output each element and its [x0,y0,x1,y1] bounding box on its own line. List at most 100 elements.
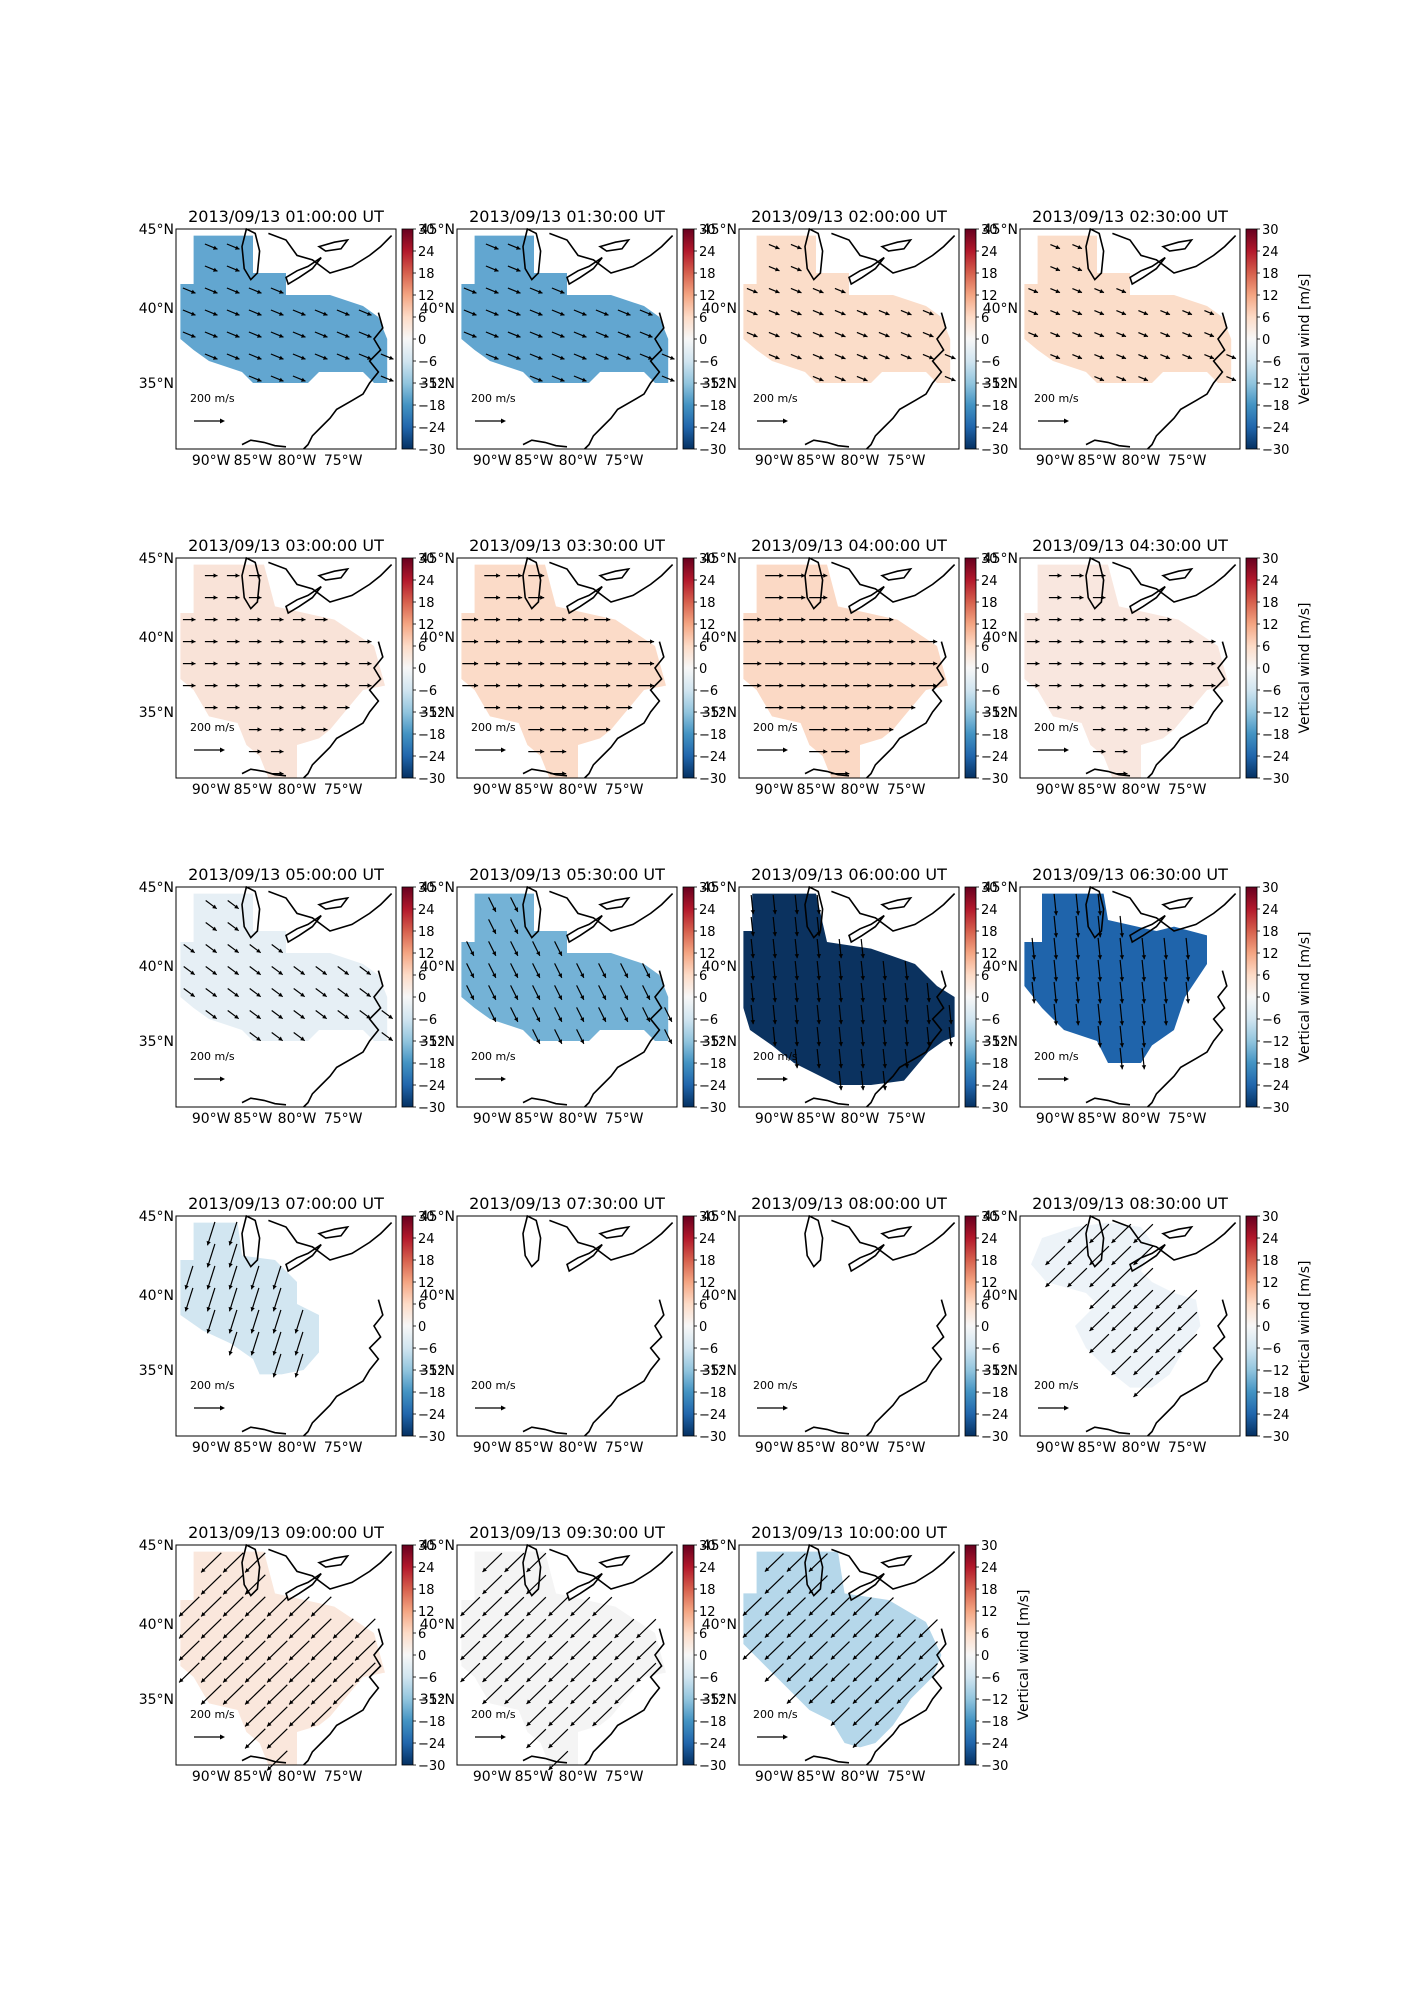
lon-tick-label: 75°W [324,1111,363,1127]
lat-tick-label: 35°N [420,1363,455,1379]
colorbar-tick-label: −6 [699,1342,718,1357]
lon-tick-label: 75°W [324,453,363,469]
colorbar-tick-label: −6 [1262,1013,1281,1028]
colorbar-tick-label: 12 [1262,289,1279,304]
colorbar-tick-label: 0 [1262,1320,1270,1335]
colorbar-tick-label: 12 [699,618,716,633]
colorbar-tick-label: 6 [699,640,707,655]
wind-region [461,1551,666,1765]
lat-tick-label: 35°N [420,1692,455,1708]
reference-arrow-head [1064,1076,1069,1082]
lon-tick-label: 85°W [1078,1440,1117,1456]
lat-tick-label: 45°N [702,880,737,896]
colorbar-tick-label: 6 [699,1298,707,1313]
lon-tick-label: 75°W [605,453,644,469]
colorbar-tick-label: 24 [1262,1232,1279,1247]
map-panel: 2013/09/13 10:00:00 UT 200 m/s 90°W 85°W 80°… [702,1523,1032,1785]
colorbar-tick-label: −12 [981,377,1008,392]
colorbar-tick-label: 30 [1262,881,1279,896]
lat-tick-label: 35°N [702,376,737,392]
colorbar [401,1215,414,1437]
colorbar-tick-label: 24 [981,574,998,589]
reference-arrow-head [220,418,225,424]
wind-region [180,1222,319,1375]
colorbar-tick-label: −30 [418,443,445,458]
lon-tick-label: 85°W [515,782,554,798]
panel-title: 2013/09/13 01:30:00 UT [469,207,665,226]
colorbar-tick-label: −18 [1262,1386,1289,1401]
lon-tick-label: 75°W [1168,1440,1207,1456]
lon-tick-label: 80°W [559,1111,598,1127]
colorbar-tick-label: 24 [699,1232,716,1247]
map-frame [456,886,678,1108]
lon-tick-label: 90°W [192,1769,231,1785]
map-frame [738,886,960,1108]
wind-vectors [184,1221,304,1378]
panel-title: 2013/09/13 07:00:00 UT [188,1194,384,1213]
coastline [522,227,674,450]
colorbar-tick-label: −24 [699,1079,726,1094]
colorbar-tick-label: −24 [1262,1079,1289,1094]
lat-tick-label: 45°N [420,551,455,567]
lat-tick-label: 45°N [420,880,455,896]
lon-tick-label: 75°W [887,1440,926,1456]
colorbar-tick-label: 6 [418,1627,426,1642]
colorbar-tick-label: −24 [699,1737,726,1752]
lon-tick-label: 80°W [278,1111,317,1127]
colorbar-tick-label: 30 [418,1539,435,1554]
lon-tick-label: 80°W [278,782,317,798]
map-panel: 2013/09/13 03:30:00 UT 200 m/s 90°W 85°W 80°… [420,536,727,798]
colorbar-tick-label: −30 [699,772,726,787]
lon-tick-label: 80°W [841,1769,880,1785]
map-frame [1019,557,1241,779]
colorbar-tick-label: −18 [418,399,445,414]
colorbar-tick-label: −6 [981,1342,1000,1357]
colorbar-tick-label: −24 [418,1079,445,1094]
colorbar-tick-label: −6 [418,355,437,370]
wind-region [461,564,666,778]
lat-tick-label: 40°N [420,630,455,646]
colorbar-tick-label: −24 [1262,1408,1289,1423]
colorbar-tick-label: −30 [699,443,726,458]
colorbar-tick-label: 30 [699,223,716,238]
colorbar-tick-label: 30 [699,1539,716,1554]
colorbar-tick-label: 12 [699,1276,716,1291]
colorbar-tick-label: 12 [699,1605,716,1620]
colorbar-tick-label: 30 [981,552,998,567]
colorbar-tick-label: −24 [981,750,1008,765]
colorbar-tick-label: −6 [1262,1342,1281,1357]
lon-tick-label: 80°W [278,453,317,469]
colorbar-tick-label: −12 [1262,1364,1289,1379]
colorbar-tick-label: 6 [418,1298,426,1313]
lon-tick-label: 90°W [192,782,231,798]
colorbar-tick-label: 0 [981,991,989,1006]
lat-tick-label: 45°N [139,222,174,238]
lon-tick-label: 90°W [473,1111,512,1127]
colorbar-tick-label: 0 [699,1649,707,1664]
map-panel: 2013/09/13 08:00:00 UT 200 m/s 90°W 85°W 80°… [702,1194,1009,1456]
lat-tick-label: 40°N [702,1288,737,1304]
colorbar-tick-label: 18 [418,1254,435,1269]
map-frame [175,886,397,1108]
colorbar-tick-label: −18 [981,1715,1008,1730]
map-frame [456,1544,678,1766]
lon-tick-label: 85°W [234,1769,273,1785]
lat-tick-label: 45°N [420,1538,455,1554]
coastline [241,556,393,779]
colorbar-tick-label: −12 [699,1035,726,1050]
colorbar-tick-label: 18 [699,925,716,940]
lat-tick-label: 40°N [702,301,737,317]
colorbar-tick-label: 18 [418,596,435,611]
lon-tick-label: 90°W [755,1111,794,1127]
lon-tick-label: 85°W [797,1769,836,1785]
wind-vectors [743,573,938,776]
colorbar-tick-label: 30 [981,881,998,896]
colorbar-tick-label: −18 [699,399,726,414]
wind-vectors [182,243,394,382]
colorbar-tick-label: −12 [699,706,726,721]
colorbar-label: Vertical wind [m/s] [1297,603,1313,734]
colorbar [964,228,977,450]
colorbar-tick-label: 24 [981,903,998,918]
reference-arrow-head [1064,747,1069,753]
colorbar-tick-label: −6 [699,1013,718,1028]
